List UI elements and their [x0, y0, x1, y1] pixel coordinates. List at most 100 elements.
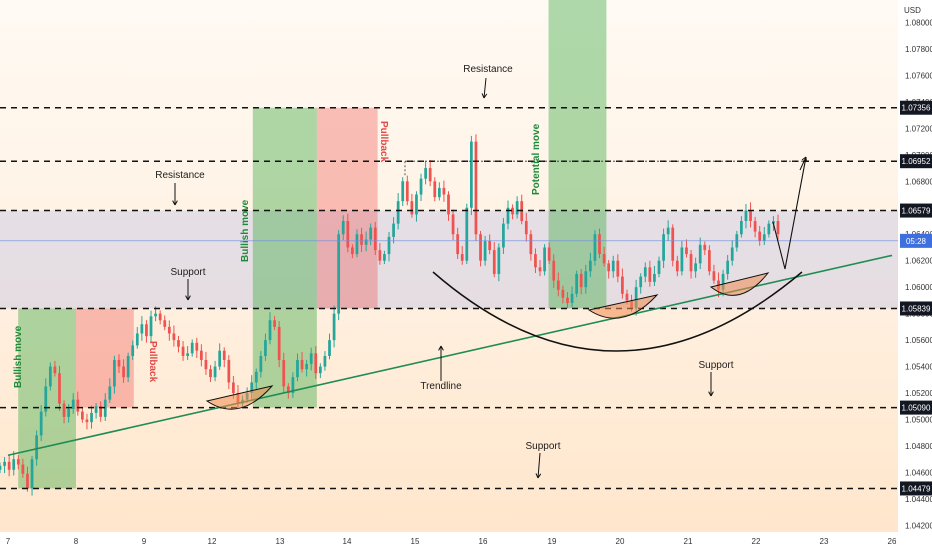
candle-body — [204, 359, 208, 370]
arrow-support-bottom — [537, 452, 541, 479]
arrow-support-upper-head — [185, 295, 191, 301]
candle-body — [305, 363, 308, 370]
candle-body — [227, 359, 231, 383]
candle-body — [181, 346, 185, 356]
support-label-right: Support — [698, 360, 733, 371]
time-tick-label: 9 — [142, 537, 147, 546]
time-tick-label: 23 — [820, 537, 829, 546]
candle-body — [740, 221, 743, 235]
support-label-bottom: Support — [525, 441, 560, 452]
candle-body — [199, 350, 203, 360]
candle-body — [254, 371, 258, 383]
candle-body — [117, 359, 121, 367]
projection-arrow — [799, 156, 807, 171]
candle-body — [767, 223, 771, 235]
candle-body — [135, 333, 139, 346]
candle-body — [694, 263, 697, 272]
candle-body — [698, 244, 702, 264]
candle-body — [762, 234, 766, 241]
candles-layer — [0, 134, 780, 496]
candle-body — [726, 260, 730, 274]
candle-body — [556, 280, 560, 290]
candle-body — [442, 187, 446, 195]
candle-body — [497, 247, 501, 274]
candle-body — [492, 250, 496, 274]
candle-body — [662, 234, 665, 261]
pullback-label-2: Pullback — [378, 121, 389, 163]
candle-body — [94, 406, 98, 413]
candle-body — [396, 201, 400, 224]
level-badge-label: 1.05090 — [902, 404, 931, 413]
candle-body — [149, 316, 153, 337]
candle-body — [712, 271, 716, 281]
time-tick-label: 12 — [208, 537, 217, 546]
projection-path — [772, 156, 807, 270]
candle-body — [62, 403, 66, 417]
arrow-resistance-mid-head — [172, 200, 178, 206]
candle-body — [222, 350, 226, 360]
plot-background — [0, 0, 898, 532]
candle-body — [145, 324, 148, 337]
cup-fill-2 — [587, 294, 659, 319]
candle-body — [364, 239, 368, 245]
candle-body — [653, 273, 656, 282]
level-badge-label: 1.05839 — [902, 304, 931, 313]
candle-body — [328, 340, 331, 356]
projection-arrow-head — [801, 156, 807, 163]
candle-body — [378, 250, 382, 261]
price-axis[interactable]: 1.080001.078001.076001.074001.072001.070… — [898, 0, 932, 550]
candle-body — [387, 236, 391, 255]
support-label-upper: Support — [170, 267, 205, 278]
pullback-zone-4 — [316, 107, 378, 309]
zones-layer — [18, 0, 607, 489]
candle-body — [534, 254, 537, 268]
candle-body — [392, 223, 395, 237]
candle-body — [671, 227, 675, 261]
candle-body — [433, 181, 437, 198]
candle-body — [744, 210, 748, 222]
candle-body — [113, 359, 116, 387]
level-badge — [900, 301, 932, 316]
candle-body — [12, 459, 16, 470]
arrow-trendline-head — [438, 345, 444, 351]
candle-body — [460, 254, 464, 261]
candle-body — [570, 293, 574, 304]
candle-body — [625, 293, 629, 301]
time-axis-bg — [0, 532, 932, 550]
candle-body — [703, 244, 707, 251]
candle-body — [524, 221, 528, 235]
candle-body — [39, 411, 43, 436]
candle-body — [172, 333, 176, 341]
time-axis[interactable]: 7 8 9 12 13 14 15 16 19 20 21 22 23 26 — [0, 532, 932, 550]
candle-body — [209, 369, 212, 378]
candle-body — [268, 320, 272, 341]
candle-body — [76, 399, 80, 412]
candle-body — [218, 350, 222, 367]
candle-body — [666, 227, 670, 235]
candle-body — [428, 168, 432, 182]
time-tick-label: 13 — [276, 537, 285, 546]
candle-body — [140, 324, 144, 334]
candle-body — [730, 247, 734, 261]
time-tick-label: 8 — [74, 537, 79, 546]
candle-body — [419, 178, 423, 195]
candle-body — [323, 355, 327, 367]
level-badge-label: 1.06579 — [902, 207, 931, 216]
bullish-zone-3 — [252, 107, 317, 408]
bullish-zone-5 — [548, 0, 607, 309]
candle-body — [502, 223, 505, 248]
candle-body — [53, 366, 57, 374]
candle-body — [163, 320, 167, 327]
candle-body — [506, 207, 510, 224]
candle-body — [707, 250, 711, 272]
candle-body — [346, 221, 350, 248]
candle-body — [538, 267, 542, 272]
candle-body — [58, 373, 61, 404]
candle-body — [474, 141, 478, 235]
cup-fill-3 — [709, 272, 770, 296]
price-axis-bg — [898, 0, 932, 550]
candle-body — [291, 377, 295, 394]
time-tick-label: 14 — [343, 537, 352, 546]
price-tick-label: 1.06000 — [905, 283, 932, 292]
candle-body — [16, 459, 20, 465]
